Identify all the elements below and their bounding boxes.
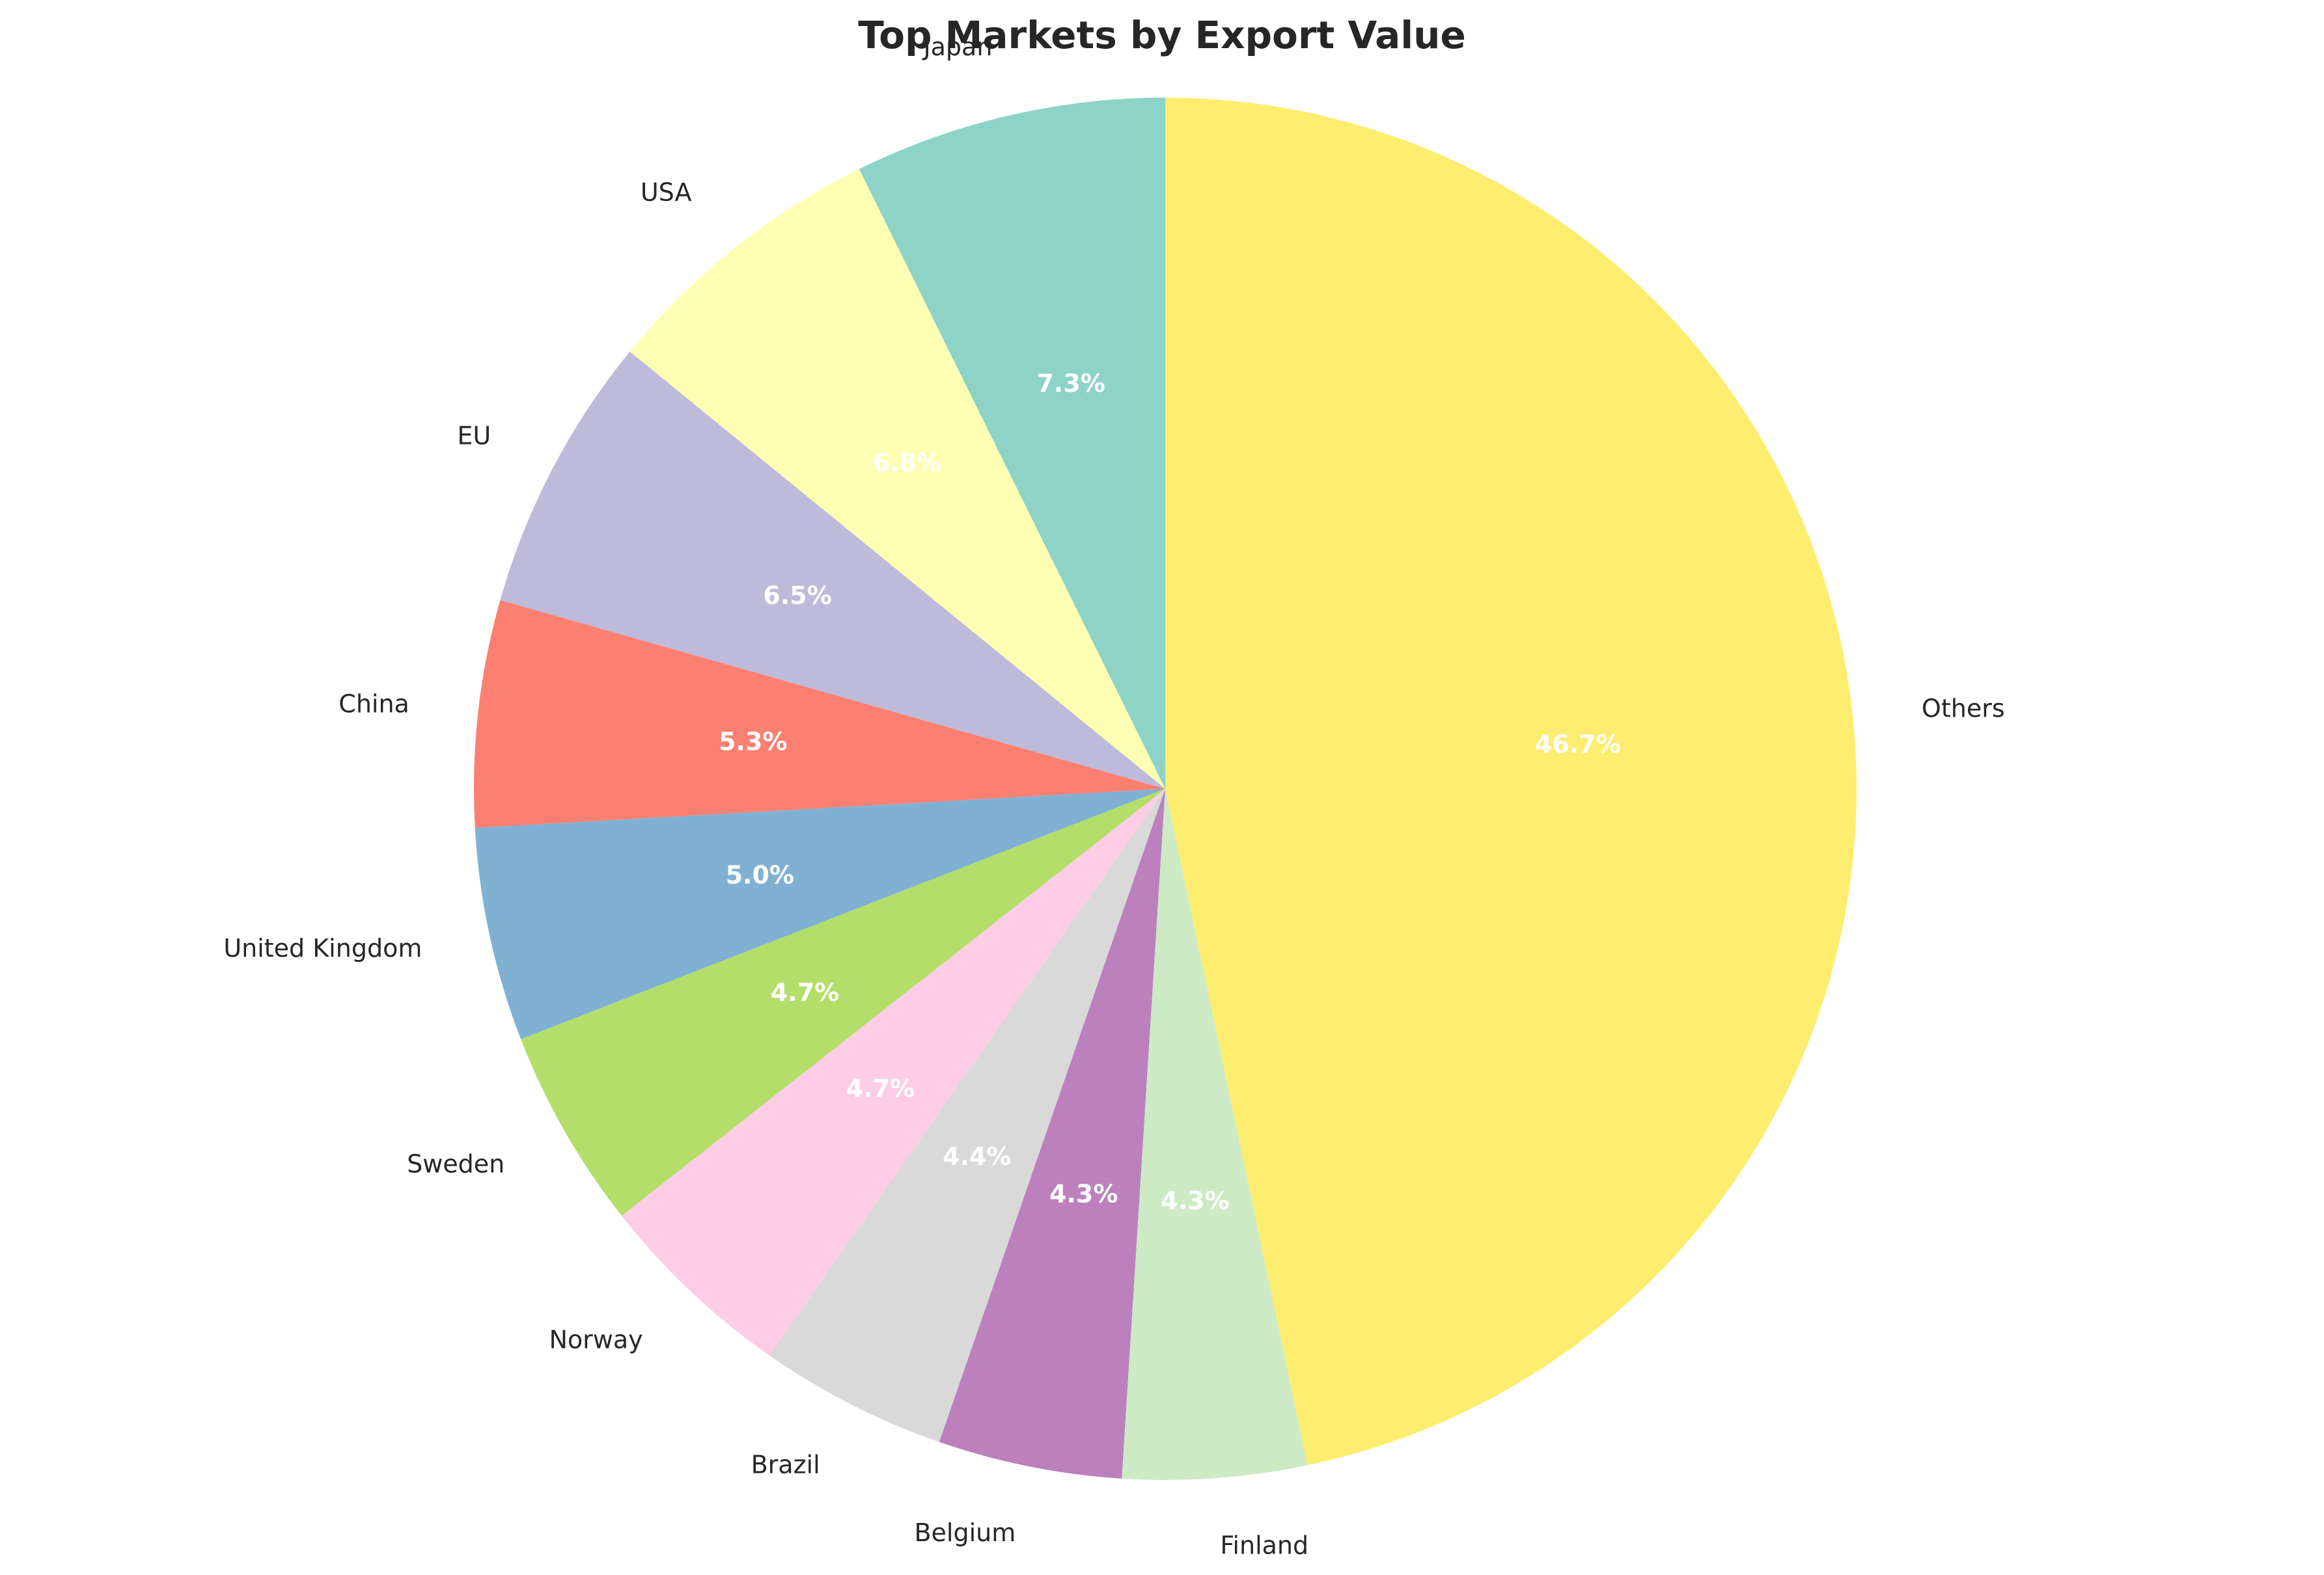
pct-label-china: 5.3% (719, 728, 787, 756)
chart-title: Top Markets by Export Value (858, 13, 1465, 57)
pct-label-eu: 6.5% (763, 581, 831, 610)
slice-label-finland: Finland (1220, 1531, 1308, 1560)
pie-labels: Japan 7.3% USA 6.8% EU 6.5% China 5.3% United Ki… (223, 33, 2004, 1560)
pie-slice-united-kingdom (475, 789, 1166, 1039)
pie-slice-eu (500, 351, 1165, 789)
pie-slice-finland (1122, 789, 1308, 1480)
pie-slice-others (1165, 98, 1857, 1466)
pie-slice-usa (629, 169, 1165, 789)
slice-label-usa: USA (641, 178, 692, 207)
slice-label-brazil: Brazil (751, 1450, 820, 1479)
slice-label-belgium: Belgium (914, 1518, 1016, 1547)
slice-label-sweden: Sweden (407, 1149, 505, 1178)
pct-label-usa: 6.8% (872, 448, 941, 477)
slice-label-eu: EU (457, 421, 491, 450)
pct-label-finland: 4.3% (1161, 1186, 1229, 1215)
pie-slice-brazil (769, 789, 1165, 1442)
pct-label-japan: 7.3% (1036, 369, 1105, 398)
pie-slice-belgium (939, 789, 1165, 1479)
slice-label-japan: Japan (922, 33, 992, 61)
pct-label-others: 46.7% (1535, 730, 1621, 759)
pct-label-norway: 4.7% (846, 1075, 915, 1103)
pct-label-belgium: 4.3% (1049, 1179, 1118, 1208)
pct-label-brazil: 4.4% (943, 1142, 1011, 1171)
slice-label-norway: Norway (549, 1326, 643, 1354)
slice-label-united-kingdom: United Kingdom (223, 934, 422, 963)
pie-slice-sweden (521, 789, 1165, 1216)
pie-slice-norway (621, 789, 1165, 1356)
pie-slice-japan (859, 98, 1165, 789)
pct-label-sweden: 4.7% (771, 978, 839, 1007)
slice-label-others: Others (1922, 694, 2005, 723)
pie-slice-china (474, 600, 1165, 829)
slice-label-china: China (339, 689, 409, 718)
pie-slices (474, 98, 1857, 1480)
pct-label-united-kingdom: 5.0% (726, 861, 794, 890)
